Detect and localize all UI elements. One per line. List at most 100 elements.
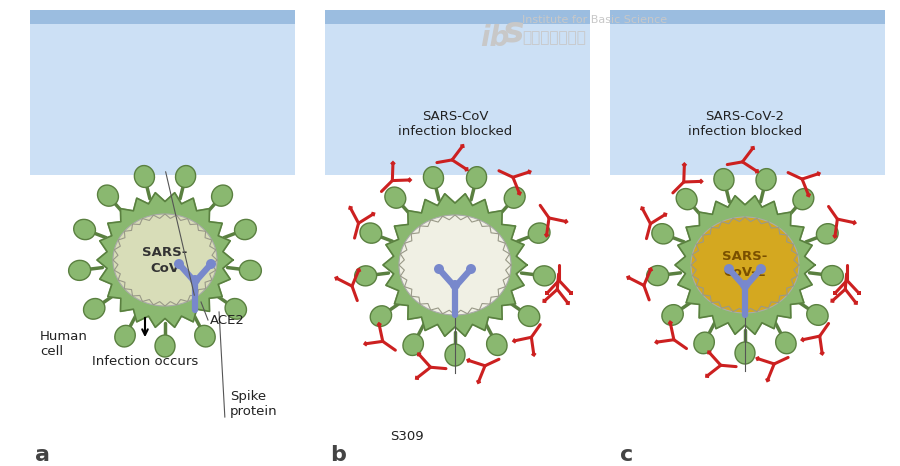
Ellipse shape [360,223,382,243]
Ellipse shape [113,214,217,306]
Ellipse shape [385,187,406,208]
Text: Human
cell: Human cell [40,330,88,358]
Bar [654,339,660,345]
Bar [698,178,704,184]
Bar [464,167,469,171]
Ellipse shape [115,325,135,347]
Ellipse shape [355,266,376,286]
Ellipse shape [97,185,119,206]
Ellipse shape [194,325,215,347]
Circle shape [190,275,200,285]
Ellipse shape [487,334,507,356]
Bar [851,220,857,226]
Bar [30,10,295,175]
Bar [648,267,653,272]
Text: SARS-CoV-2
infection blocked: SARS-CoV-2 infection blocked [688,110,802,138]
Bar [545,291,549,295]
Text: s: s [503,15,525,49]
Ellipse shape [518,306,540,327]
Text: SARS-
CoV-2: SARS- CoV-2 [723,251,768,280]
Bar [476,379,482,384]
Text: c: c [620,445,634,465]
Bar [325,10,590,175]
Ellipse shape [212,185,232,206]
Bar [831,299,834,303]
Ellipse shape [466,167,487,189]
Bar [751,146,755,151]
Ellipse shape [735,342,755,364]
Bar [569,291,572,295]
Bar [815,171,821,177]
Ellipse shape [225,299,247,319]
Ellipse shape [84,299,105,319]
Ellipse shape [423,167,444,189]
Circle shape [756,264,766,274]
Ellipse shape [662,305,683,325]
Ellipse shape [691,217,799,313]
Bar [668,320,673,326]
Circle shape [724,264,734,274]
Bar [806,192,811,198]
Polygon shape [383,194,527,336]
Text: SARS-
CoV: SARS- CoV [142,246,188,274]
Bar [854,301,858,305]
Bar [662,212,668,217]
Circle shape [740,280,750,290]
Bar [363,341,368,347]
Bar [30,10,295,24]
Polygon shape [97,193,233,327]
Bar [681,162,688,168]
Ellipse shape [239,260,261,281]
Ellipse shape [714,169,734,191]
Circle shape [206,259,216,269]
Ellipse shape [403,334,423,356]
Text: ib: ib [480,24,509,52]
Bar [707,350,711,355]
Ellipse shape [370,306,392,327]
Bar [466,358,472,363]
Bar [407,177,412,183]
Bar [531,351,536,357]
Ellipse shape [534,266,555,286]
Ellipse shape [155,335,175,357]
Bar [517,191,522,196]
Text: SARS-CoV
infection blocked: SARS-CoV infection blocked [398,110,512,138]
Text: 기초과학연구원: 기초과학연구원 [522,30,586,46]
Ellipse shape [68,260,91,281]
Text: S309: S309 [390,430,424,443]
Text: ACE2: ACE2 [210,314,245,327]
Bar [610,10,885,175]
Bar [460,144,464,149]
Bar [390,160,396,166]
Text: Spike
protein: Spike protein [230,390,277,418]
Ellipse shape [822,266,843,286]
Bar [566,301,570,305]
Ellipse shape [676,189,698,210]
Circle shape [174,259,184,269]
Text: a: a [35,445,50,465]
Bar [819,350,825,356]
Ellipse shape [652,224,673,244]
Ellipse shape [647,266,669,286]
Ellipse shape [816,224,838,244]
Ellipse shape [235,219,256,240]
Circle shape [434,264,444,274]
Bar [833,291,837,295]
Bar [754,169,760,174]
Bar [543,299,546,303]
Ellipse shape [74,219,95,240]
Bar [832,233,838,239]
Text: Infection occurs: Infection occurs [92,355,198,368]
Bar [334,276,339,281]
Ellipse shape [504,187,525,208]
Ellipse shape [793,189,814,210]
Polygon shape [675,196,815,334]
Bar [563,219,569,224]
Bar [640,206,644,211]
Bar [325,10,590,24]
Ellipse shape [694,332,715,354]
Bar [526,169,532,175]
Bar [376,322,382,327]
Bar [348,206,353,211]
Bar [544,232,549,238]
